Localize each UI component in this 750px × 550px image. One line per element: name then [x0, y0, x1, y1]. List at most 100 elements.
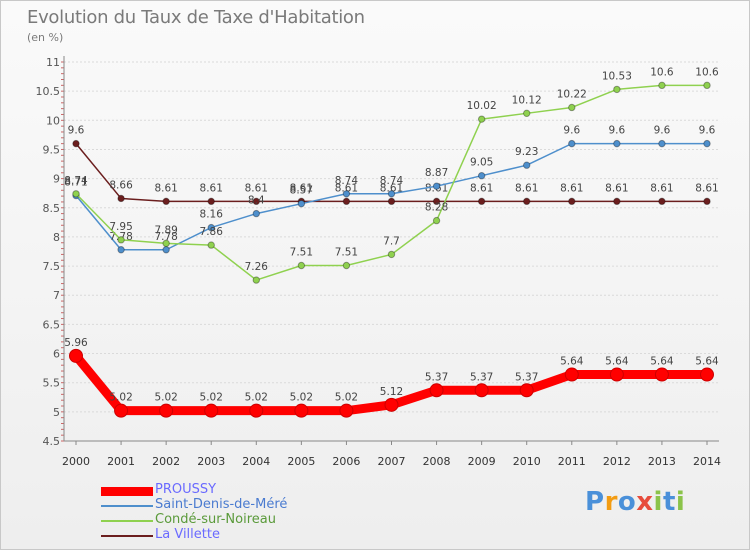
- data-point-saint-denis-de-mere: [252, 209, 260, 218]
- data-point-proussy: [474, 383, 489, 398]
- data-label-la-villette: 8.61: [154, 182, 177, 194]
- data-point-la-villette: [342, 197, 351, 206]
- data-point-conde-sur-noireau: [703, 81, 711, 90]
- data-point-conde-sur-noireau: [523, 109, 531, 118]
- data-label-proussy: 5.02: [154, 392, 177, 404]
- x-tick-label: 2013: [648, 455, 676, 468]
- data-point-la-villette: [523, 197, 531, 206]
- data-label-saint-denis-de-mere: 8.74: [335, 175, 359, 187]
- data-label-proussy: 5.37: [425, 371, 448, 383]
- data-point-la-villette: [162, 197, 170, 206]
- data-label-saint-denis-de-mere: 8.4: [248, 195, 265, 207]
- data-label-conde-sur-noireau: 10.12: [512, 94, 542, 106]
- x-tick-label: 2009: [468, 455, 496, 468]
- x-tick-label: 2004: [242, 455, 270, 468]
- data-point-la-villette: [207, 197, 215, 206]
- data-point-proussy: [114, 403, 129, 418]
- logo-letter: t: [662, 487, 676, 517]
- data-label-conde-sur-noireau: 10.22: [557, 88, 587, 100]
- legend-label-la-villette: La Villette: [155, 527, 220, 542]
- data-label-conde-sur-noireau: 10.6: [650, 66, 674, 78]
- data-point-proussy: [339, 403, 354, 418]
- y-tick-label: 8: [53, 231, 60, 244]
- legend-swatch-conde-sur-noireau: [101, 520, 153, 522]
- data-label-proussy: 5.12: [380, 386, 403, 398]
- chart-unit-label: (en %): [27, 31, 64, 44]
- proxiti-logo: Proxiti: [585, 487, 685, 517]
- data-label-la-villette: 8.61: [380, 182, 403, 194]
- y-tick-label: 9.5: [43, 143, 61, 156]
- x-tick-label: 2003: [197, 455, 225, 468]
- y-tick-label: 11: [46, 56, 60, 69]
- data-point-saint-denis-de-mere: [658, 139, 666, 148]
- data-point-proussy: [429, 383, 444, 398]
- data-label-saint-denis-de-mere: 9.6: [654, 125, 671, 137]
- data-label-la-villette: 8.61: [515, 182, 538, 194]
- data-label-proussy: 5.64: [560, 356, 584, 368]
- data-point-conde-sur-noireau: [162, 239, 170, 248]
- data-point-proussy: [69, 348, 83, 363]
- data-label-proussy: 5.02: [290, 392, 313, 404]
- x-tick-label: 2010: [513, 455, 541, 468]
- data-label-saint-denis-de-mere: 7.78: [154, 231, 177, 243]
- data-label-proussy: 5.64: [650, 356, 674, 368]
- data-point-saint-denis-de-mere: [703, 139, 711, 148]
- data-label-conde-sur-noireau: 8.28: [425, 202, 448, 214]
- chart-title: Evolution du Taux de Taxe d'Habitation: [27, 7, 365, 28]
- data-label-conde-sur-noireau: 10.53: [602, 70, 632, 82]
- x-tick-label: 2006: [332, 455, 360, 468]
- data-label-saint-denis-de-mere: 9.05: [470, 157, 493, 169]
- data-label-conde-sur-noireau: 10.02: [467, 100, 497, 112]
- y-tick-label: 4.5: [43, 435, 61, 448]
- data-label-la-villette: 8.61: [335, 182, 358, 194]
- data-point-conde-sur-noireau: [477, 115, 486, 123]
- data-point-la-villette: [613, 197, 621, 206]
- logo-letter: i: [653, 487, 663, 517]
- data-label-proussy: 5.02: [245, 392, 268, 404]
- data-point-la-villette: [477, 197, 486, 206]
- data-point-saint-denis-de-mere: [613, 139, 621, 148]
- data-label-proussy: 5.02: [200, 392, 223, 404]
- data-label-proussy: 5.64: [695, 356, 719, 368]
- data-point-saint-denis-de-mere: [297, 199, 306, 208]
- data-point-conde-sur-noireau: [207, 241, 215, 249]
- data-label-saint-denis-de-mere: 9.6: [699, 125, 716, 137]
- x-tick-label: 2001: [107, 455, 135, 468]
- data-label-la-villette: 9.6: [68, 125, 85, 137]
- data-label-saint-denis-de-mere: 9.23: [515, 146, 538, 158]
- data-label-proussy: 5.64: [605, 356, 629, 368]
- data-label-saint-denis-de-mere: 8.71: [64, 177, 87, 189]
- x-tick-label: 2008: [423, 455, 451, 468]
- data-point-proussy: [384, 397, 399, 412]
- data-label-saint-denis-de-mere: 9.6: [563, 125, 580, 137]
- data-point-saint-denis-de-mere: [342, 190, 351, 198]
- data-label-conde-sur-noireau: 7.26: [245, 261, 269, 273]
- x-tick-label: 2000: [62, 455, 90, 468]
- data-point-saint-denis-de-mere: [162, 246, 170, 254]
- data-point-conde-sur-noireau: [658, 81, 666, 90]
- data-point-proussy: [159, 403, 174, 418]
- legend-swatch-la-villette: [101, 535, 153, 537]
- logo-letter: x: [636, 487, 654, 517]
- data-point-la-villette: [252, 197, 260, 206]
- data-point-la-villette: [658, 197, 666, 206]
- x-tick-label: 2012: [603, 455, 631, 468]
- data-point-conde-sur-noireau: [342, 261, 351, 270]
- y-tick-label: 5: [53, 406, 60, 419]
- data-label-la-villette: 8.61: [290, 182, 313, 194]
- data-label-la-villette: 8.61: [245, 182, 268, 194]
- logo-letter: o: [617, 487, 637, 517]
- data-label-saint-denis-de-mere: 8.87: [425, 167, 448, 179]
- legend-label-saint-denis-de-mere: Saint-Denis-de-Méré: [155, 497, 288, 512]
- data-point-proussy: [654, 367, 669, 382]
- legend-swatch-saint-denis-de-mere: [101, 505, 153, 507]
- data-point-la-villette: [432, 197, 441, 206]
- data-label-proussy: 5.37: [515, 371, 538, 383]
- legend-label-proussy: PROUSSY: [155, 482, 217, 497]
- data-point-la-villette: [72, 139, 80, 148]
- data-point-proussy: [249, 403, 264, 418]
- data-point-proussy: [519, 383, 534, 398]
- data-point-saint-denis-de-mere: [117, 246, 125, 254]
